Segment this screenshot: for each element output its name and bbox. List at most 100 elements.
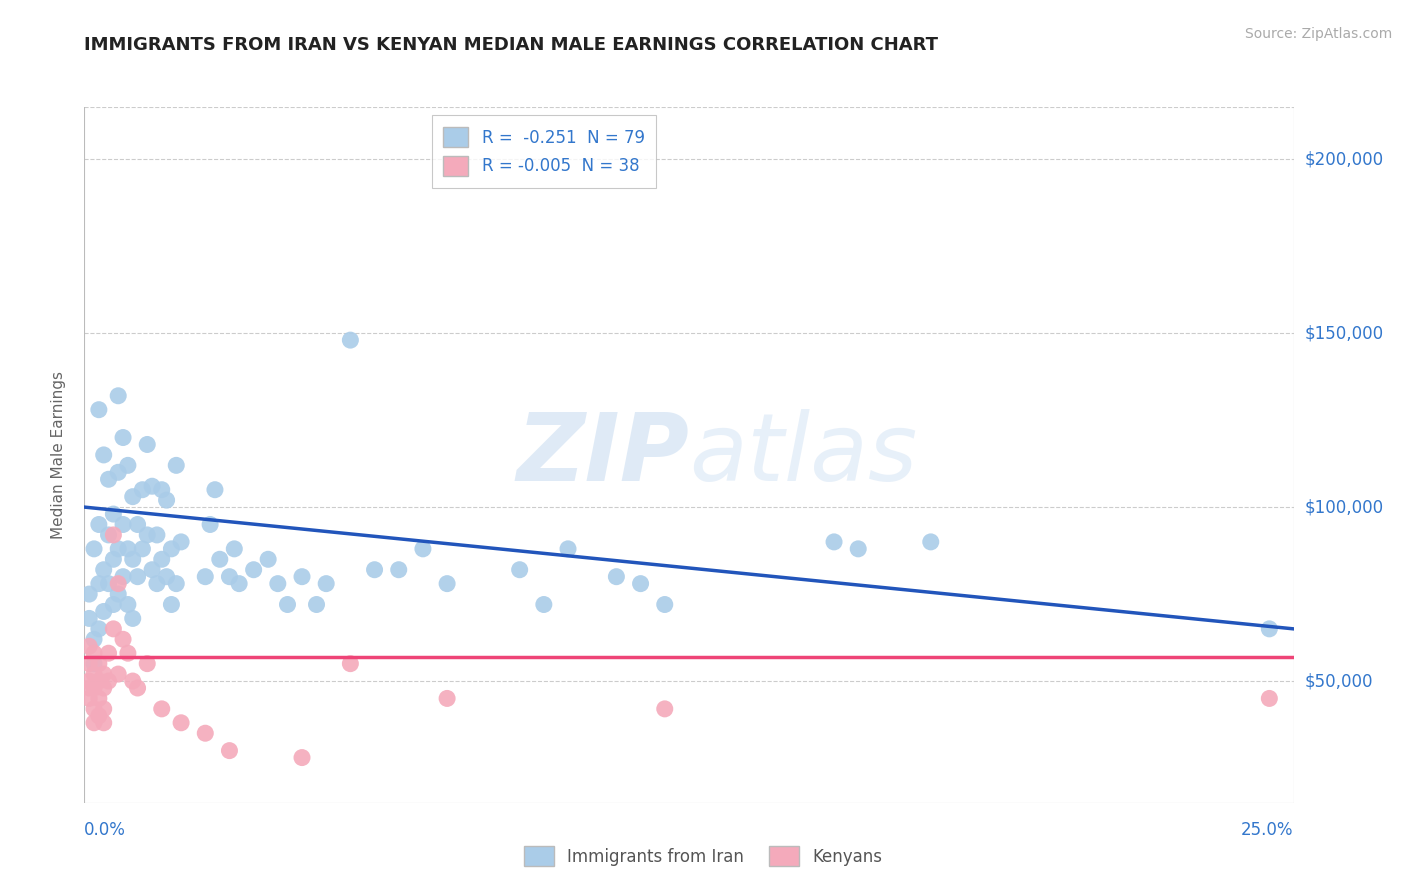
- Point: [83, 702, 105, 716]
- Point: [121, 490, 143, 504]
- Text: ZIP: ZIP: [516, 409, 689, 501]
- Point: [224, 541, 246, 556]
- Point: [93, 563, 115, 577]
- Point: [533, 598, 555, 612]
- Point: [315, 576, 337, 591]
- Point: [170, 534, 193, 549]
- Point: [103, 552, 125, 566]
- Point: [77, 639, 100, 653]
- Point: [117, 646, 139, 660]
- Text: $50,000: $50,000: [1305, 672, 1374, 690]
- Point: [436, 691, 458, 706]
- Point: [97, 528, 120, 542]
- Text: atlas: atlas: [689, 409, 917, 500]
- Point: [146, 576, 169, 591]
- Point: [654, 702, 676, 716]
- Point: [107, 587, 129, 601]
- Point: [436, 576, 458, 591]
- Point: [165, 576, 187, 591]
- Point: [141, 563, 163, 577]
- Point: [127, 517, 149, 532]
- Point: [97, 674, 120, 689]
- Point: [823, 534, 845, 549]
- Point: [93, 715, 115, 730]
- Point: [605, 570, 627, 584]
- Point: [112, 632, 135, 647]
- Point: [141, 479, 163, 493]
- Point: [107, 667, 129, 681]
- Point: [77, 611, 100, 625]
- Point: [87, 674, 110, 689]
- Point: [77, 674, 100, 689]
- Point: [127, 570, 149, 584]
- Point: [136, 528, 159, 542]
- Point: [630, 576, 652, 591]
- Point: [155, 493, 177, 508]
- Point: [363, 563, 385, 577]
- Legend: R =  -0.251  N = 79, R = -0.005  N = 38: R = -0.251 N = 79, R = -0.005 N = 38: [432, 115, 657, 187]
- Point: [846, 541, 869, 556]
- Point: [412, 541, 434, 556]
- Point: [194, 726, 217, 740]
- Text: $200,000: $200,000: [1305, 150, 1384, 169]
- Point: [107, 389, 129, 403]
- Point: [131, 483, 153, 497]
- Point: [291, 750, 314, 764]
- Point: [103, 528, 125, 542]
- Point: [107, 466, 129, 480]
- Point: [107, 541, 129, 556]
- Point: [150, 552, 173, 566]
- Point: [267, 576, 290, 591]
- Point: [160, 598, 183, 612]
- Point: [198, 517, 221, 532]
- Point: [557, 541, 579, 556]
- Point: [83, 715, 105, 730]
- Point: [218, 570, 240, 584]
- Point: [93, 681, 115, 695]
- Point: [117, 598, 139, 612]
- Point: [83, 657, 105, 671]
- Point: [93, 667, 115, 681]
- Point: [131, 541, 153, 556]
- Point: [194, 570, 217, 584]
- Point: [160, 541, 183, 556]
- Point: [1258, 691, 1281, 706]
- Point: [112, 570, 135, 584]
- Point: [87, 576, 110, 591]
- Point: [509, 563, 531, 577]
- Y-axis label: Median Male Earnings: Median Male Earnings: [51, 371, 66, 539]
- Point: [305, 598, 328, 612]
- Point: [150, 702, 173, 716]
- Point: [93, 702, 115, 716]
- Point: [117, 541, 139, 556]
- Point: [87, 517, 110, 532]
- Point: [146, 528, 169, 542]
- Point: [165, 458, 187, 473]
- Point: [339, 657, 361, 671]
- Text: Source: ZipAtlas.com: Source: ZipAtlas.com: [1244, 27, 1392, 41]
- Text: 25.0%: 25.0%: [1241, 821, 1294, 838]
- Text: IMMIGRANTS FROM IRAN VS KENYAN MEDIAN MALE EARNINGS CORRELATION CHART: IMMIGRANTS FROM IRAN VS KENYAN MEDIAN MA…: [84, 36, 938, 54]
- Point: [204, 483, 226, 497]
- Point: [83, 681, 105, 695]
- Point: [242, 563, 264, 577]
- Point: [170, 715, 193, 730]
- Point: [257, 552, 280, 566]
- Point: [87, 691, 110, 706]
- Point: [276, 598, 298, 612]
- Point: [87, 657, 110, 671]
- Point: [93, 448, 115, 462]
- Point: [228, 576, 250, 591]
- Point: [339, 333, 361, 347]
- Point: [920, 534, 942, 549]
- Point: [121, 611, 143, 625]
- Point: [112, 431, 135, 445]
- Point: [83, 632, 105, 647]
- Point: [87, 708, 110, 723]
- Text: 0.0%: 0.0%: [84, 821, 127, 838]
- Point: [121, 552, 143, 566]
- Point: [107, 576, 129, 591]
- Point: [77, 657, 100, 671]
- Point: [150, 483, 173, 497]
- Point: [87, 402, 110, 417]
